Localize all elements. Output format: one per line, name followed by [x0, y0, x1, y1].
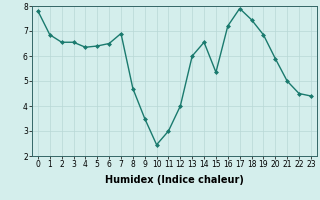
X-axis label: Humidex (Indice chaleur): Humidex (Indice chaleur): [105, 175, 244, 185]
